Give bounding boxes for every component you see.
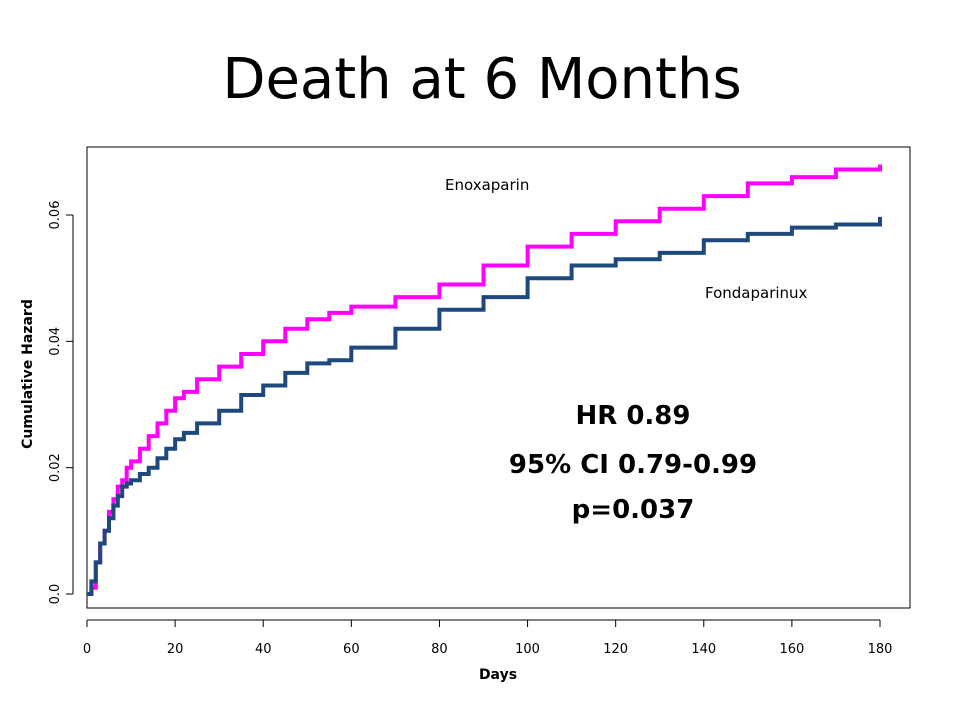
series-layer: [87, 164, 882, 596]
series-line-fondaparinux: [87, 216, 882, 596]
y-axis-title: Cumulative Hazard: [20, 299, 36, 449]
p-value-text: p=0.037: [572, 495, 695, 525]
y-tick-label: 0.04: [48, 327, 63, 356]
x-tick-label: 140: [691, 642, 716, 657]
hazard-ratio-text: HR 0.89: [576, 401, 691, 431]
confidence-interval-text: 95% CI 0.79-0.99: [509, 450, 757, 480]
x-axis-title: Days: [479, 667, 517, 683]
x-tick-label: 100: [515, 642, 540, 657]
slide-title: Death at 6 Months: [222, 47, 742, 112]
x-axis: 0 20 40 60 80 100 120 140 160 180: [83, 619, 893, 657]
fondaparinux-label: Fondaparinux: [705, 284, 808, 302]
x-tick-label: 40: [255, 642, 272, 657]
x-tick-label: 120: [603, 642, 628, 657]
x-tick-label: 0: [83, 642, 91, 657]
y-tick-label: 0.06: [48, 201, 63, 230]
y-axis: 0.0 0.02 0.04 0.06: [48, 201, 74, 605]
x-tick-label: 80: [431, 642, 448, 657]
x-tick-label: 20: [167, 642, 184, 657]
y-tick-label: 0.0: [48, 584, 63, 605]
y-tick-label: 0.02: [48, 453, 63, 482]
x-tick-label: 180: [868, 642, 893, 657]
x-tick-label: 160: [779, 642, 804, 657]
x-tick-label: 60: [343, 642, 360, 657]
plot-frame: [86, 146, 911, 609]
enoxaparin-label: Enoxaparin: [445, 176, 529, 194]
series-line-enoxaparin: [87, 164, 882, 596]
